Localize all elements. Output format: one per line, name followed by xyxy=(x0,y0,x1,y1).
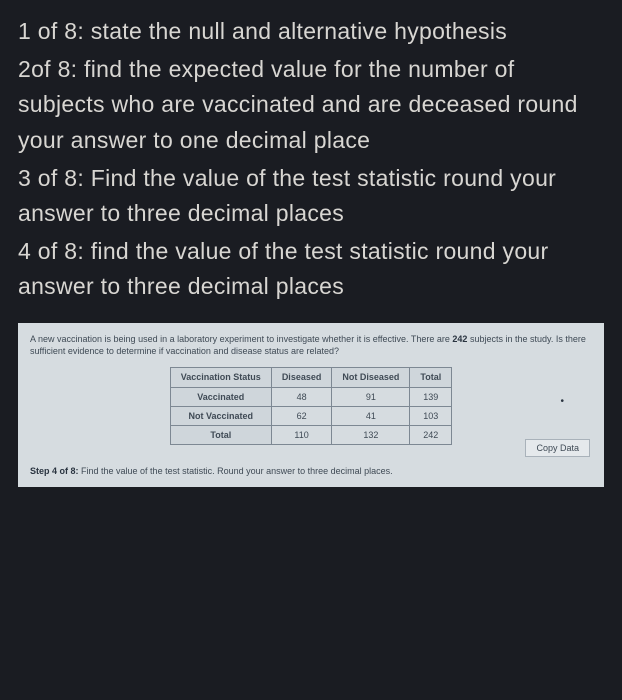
problem-intro: A new vaccination is being used in a lab… xyxy=(30,333,592,357)
row-vaccinated-label: Vaccinated xyxy=(170,387,271,406)
cell: 41 xyxy=(332,406,410,425)
copy-data-button[interactable]: Copy Data xyxy=(525,439,590,457)
table-header-row: Vaccination Status Diseased Not Diseased… xyxy=(170,368,451,387)
col-status: Vaccination Status xyxy=(170,368,271,387)
question-2: 2of 8: find the expected value for the n… xyxy=(18,52,604,159)
row-not-vaccinated-label: Not Vaccinated xyxy=(170,406,271,425)
col-diseased: Diseased xyxy=(271,368,332,387)
intro-subject-count: 242 xyxy=(452,334,467,344)
row-total-label: Total xyxy=(170,425,271,444)
col-not-diseased: Not Diseased xyxy=(332,368,410,387)
cell: 110 xyxy=(271,425,332,444)
cell: 91 xyxy=(332,387,410,406)
step-text: Find the value of the test statistic. Ro… xyxy=(81,466,393,476)
question-block: 1 of 8: state the null and alternative h… xyxy=(18,14,604,305)
step-prefix: Step 4 of 8: xyxy=(30,466,81,476)
cell: 132 xyxy=(332,425,410,444)
step-instruction: Step 4 of 8: Find the value of the test … xyxy=(30,465,592,477)
cell: 48 xyxy=(271,387,332,406)
table-row: Total 110 132 242 xyxy=(170,425,451,444)
question-4: 4 of 8: find the value of the test stati… xyxy=(18,234,604,305)
cell: 103 xyxy=(410,406,452,425)
cell: 139 xyxy=(410,387,452,406)
cell: 62 xyxy=(271,406,332,425)
intro-text-a: A new vaccination is being used in a lab… xyxy=(30,334,452,344)
question-3: 3 of 8: Find the value of the test stati… xyxy=(18,161,604,232)
cell: 242 xyxy=(410,425,452,444)
problem-panel: A new vaccination is being used in a lab… xyxy=(18,323,604,487)
table-row: Vaccinated 48 91 139 xyxy=(170,387,451,406)
col-total: Total xyxy=(410,368,452,387)
decorative-dot: • xyxy=(560,395,564,409)
page-root: 1 of 8: state the null and alternative h… xyxy=(0,0,622,700)
question-1: 1 of 8: state the null and alternative h… xyxy=(18,14,604,50)
contingency-table: Vaccination Status Diseased Not Diseased… xyxy=(170,367,452,445)
table-row: Not Vaccinated 62 41 103 xyxy=(170,406,451,425)
